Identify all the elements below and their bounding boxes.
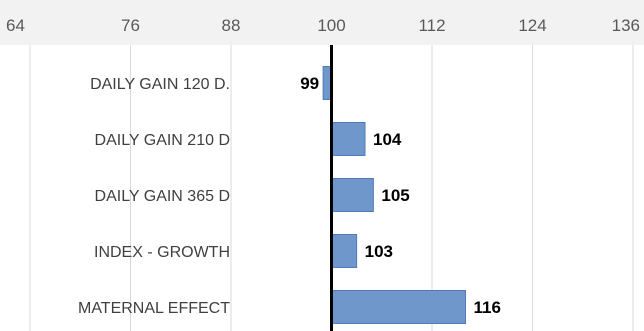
x-tick-label-76: 76 (121, 16, 140, 35)
category-labels: DAILY GAIN 120 D. DAILY GAIN 210 D DAILY G… (78, 76, 230, 317)
x-axis-ticks: 64 76 88 100 112 124 136 (6, 16, 640, 35)
x-tick-label-100: 100 (317, 16, 345, 35)
x-tick-label-112: 112 (418, 16, 445, 35)
bar (331, 290, 466, 324)
category-label: INDEX - GROWTH (94, 244, 230, 261)
data-label: 99 (300, 74, 319, 93)
gridlines (29, 45, 634, 331)
x-tick-label-64: 64 (6, 16, 25, 35)
bar (331, 178, 374, 212)
data-label: 104 (373, 130, 402, 149)
category-label: MATERNAL EFFECT (78, 300, 230, 317)
bar (331, 234, 358, 268)
x-tick-label-124: 124 (518, 16, 546, 35)
category-label: DAILY GAIN 210 D (95, 132, 230, 149)
data-label: 103 (365, 242, 393, 261)
axis-band (0, 0, 644, 45)
x-tick-label-88: 88 (222, 16, 241, 35)
data-label: 105 (381, 186, 409, 205)
data-label: 116 (474, 298, 501, 317)
data-labels: 99 104 105 103 116 (300, 74, 501, 317)
bar (331, 122, 366, 156)
category-label: DAILY GAIN 365 D (95, 188, 230, 205)
x-tick-label-136: 136 (612, 16, 640, 35)
category-label: DAILY GAIN 120 D. (90, 76, 230, 93)
